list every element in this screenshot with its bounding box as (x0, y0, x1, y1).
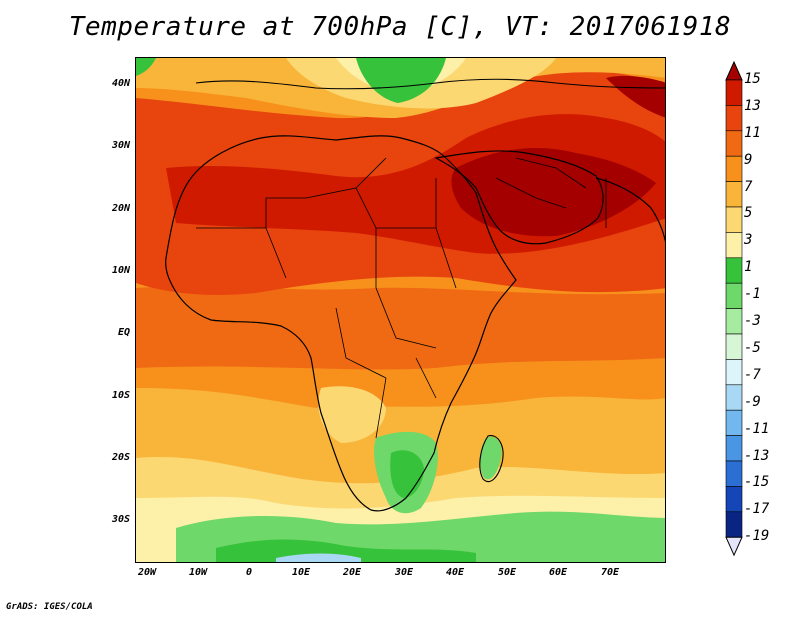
colorbar-label: -3 (744, 313, 761, 330)
colorbar-label: -17 (744, 501, 770, 518)
colorbar-label: -15 (744, 474, 770, 491)
colorbar-label: -7 (744, 366, 761, 383)
lon-label-60e: 60E (548, 567, 568, 578)
contour-safrica-m1 (390, 450, 424, 498)
colorbar-label: -13 (744, 447, 770, 464)
temperature-field (136, 58, 665, 562)
lon-label-10w: 10W (188, 567, 208, 578)
contour-pakistan-15 (606, 75, 665, 118)
contour-south-m1 (216, 539, 476, 562)
colorbar-label: 3 (744, 232, 753, 249)
india-coastline (595, 177, 665, 243)
middle-east-borders (495, 157, 607, 228)
colorbar-label: 1 (744, 259, 753, 276)
colorbar-label: -9 (744, 393, 761, 410)
colorbar-swatch (725, 511, 743, 538)
colorbar-swatch (725, 79, 743, 106)
lon-label-0: 0 (245, 567, 253, 578)
lon-label-20e: 20E (342, 567, 362, 578)
contour-angola-5 (318, 386, 386, 443)
lon-label-50e: 50E (497, 567, 517, 578)
colorbar-label: 13 (744, 97, 761, 114)
colorbar-swatch (725, 308, 743, 335)
grads-credit: GrADS: IGES/COLA (6, 602, 93, 612)
colorbar-swatch (725, 359, 743, 386)
contour-greece-1 (356, 58, 446, 103)
contour-madagascar (480, 436, 502, 480)
colorbar-label: 7 (744, 178, 753, 195)
africa-coastline (165, 135, 517, 512)
colorbar-swatch (725, 384, 743, 411)
lon-label-10e: 10E (291, 567, 311, 578)
mediterranean-coast (195, 78, 665, 90)
lat-label-20s: 20S (111, 452, 130, 463)
colorbar-label: -19 (744, 528, 770, 545)
map-title: Temperature at 700hPa [C], VT: 201706191… (68, 12, 732, 42)
madagascar-coastline (479, 435, 504, 483)
lon-label-70e: 70E (600, 567, 620, 578)
colorbar-swatch (725, 282, 743, 309)
lat-label-30n: 30N (111, 140, 130, 151)
colorbar-swatch (725, 130, 743, 157)
colorbar-label: 5 (744, 205, 753, 222)
contour-equatorial-9 (136, 286, 665, 370)
colorbar-label: 9 (744, 151, 753, 168)
colorbar-swatch (725, 206, 743, 233)
colorbar-swatch (725, 105, 743, 132)
colorbar-label: -1 (744, 286, 761, 303)
colorbar-min-triangle (725, 536, 743, 557)
colorbar-swatch (725, 486, 743, 513)
country-borders (196, 157, 457, 439)
lat-label-eq: EQ (117, 327, 130, 338)
lon-label-30e: 30E (394, 567, 414, 578)
lon-label-40e: 40E (445, 567, 465, 578)
contour-south-cold (276, 553, 361, 562)
colorbar-swatch (725, 435, 743, 462)
map-panel (135, 57, 666, 563)
lat-label-10s: 10S (111, 390, 130, 401)
contour-arabia-15 (451, 148, 656, 237)
colorbar-swatch (725, 333, 743, 360)
colorbar (725, 60, 743, 557)
colorbar-swatch (725, 232, 743, 259)
colorbar-label: 15 (744, 71, 761, 87)
lat-label-30s: 30S (111, 514, 130, 525)
colorbar-label: -5 (744, 339, 761, 356)
lat-label-20n: 20N (111, 203, 130, 214)
lon-label-20w: 20W (137, 567, 157, 578)
lat-label-40n: 40N (111, 78, 130, 89)
colorbar-swatch (725, 181, 743, 208)
arabia-coastline (434, 150, 604, 245)
colorbar-swatch (725, 257, 743, 284)
colorbar-swatch (725, 155, 743, 182)
lat-label-10n: 10N (111, 265, 130, 276)
colorbar-label: 11 (744, 124, 761, 141)
colorbar-label: -11 (744, 420, 770, 437)
colorbar-max-triangle (725, 60, 743, 81)
colorbar-swatch (725, 460, 743, 487)
contour-iberia-1 (136, 58, 156, 76)
colorbar-swatch (725, 409, 743, 436)
